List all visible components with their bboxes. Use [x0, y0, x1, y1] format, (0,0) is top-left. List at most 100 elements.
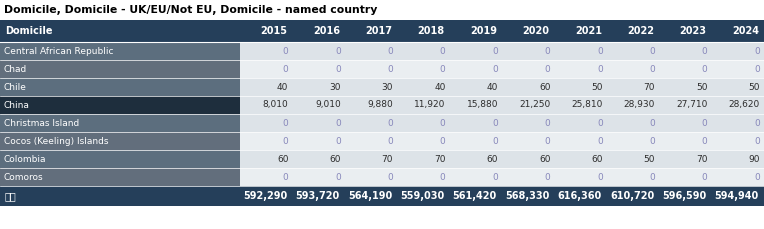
Bar — [449, 186, 502, 206]
Bar — [397, 20, 449, 42]
Bar — [711, 114, 764, 132]
Bar — [449, 114, 502, 132]
Text: 0: 0 — [702, 46, 707, 55]
Bar — [397, 132, 449, 150]
Bar — [0, 60, 240, 78]
Text: 28,620: 28,620 — [729, 101, 760, 109]
Text: 8,010: 8,010 — [263, 101, 288, 109]
Text: 0: 0 — [597, 172, 603, 182]
Bar — [555, 20, 607, 42]
Text: 2020: 2020 — [523, 26, 549, 36]
Text: 60: 60 — [329, 155, 341, 164]
Bar — [502, 60, 555, 78]
Text: 2024: 2024 — [732, 26, 759, 36]
Text: 0: 0 — [492, 136, 498, 145]
Text: Comoros: Comoros — [4, 172, 44, 182]
Text: 70: 70 — [382, 155, 393, 164]
Bar — [502, 186, 555, 206]
Bar — [502, 96, 555, 114]
Bar — [397, 78, 449, 96]
Text: 616,360: 616,360 — [558, 191, 602, 201]
Bar — [397, 42, 449, 60]
Bar — [555, 150, 607, 168]
Bar — [502, 20, 555, 42]
Bar — [555, 168, 607, 186]
Text: 70: 70 — [696, 155, 707, 164]
Text: Chad: Chad — [4, 65, 28, 74]
Text: 0: 0 — [335, 65, 341, 74]
Bar — [659, 96, 711, 114]
Bar — [502, 168, 555, 186]
Text: 0: 0 — [649, 46, 656, 55]
Bar — [607, 114, 659, 132]
Bar — [240, 114, 293, 132]
Text: 0: 0 — [754, 136, 760, 145]
Text: 2015: 2015 — [261, 26, 287, 36]
Text: 0: 0 — [387, 65, 393, 74]
Bar — [0, 114, 240, 132]
Bar — [345, 42, 397, 60]
Bar — [345, 132, 397, 150]
Bar — [555, 114, 607, 132]
Bar — [0, 186, 240, 206]
Text: 0: 0 — [492, 118, 498, 128]
Text: 610,720: 610,720 — [610, 191, 654, 201]
Text: 11,920: 11,920 — [414, 101, 445, 109]
Bar — [555, 78, 607, 96]
Bar — [240, 132, 293, 150]
Bar — [659, 42, 711, 60]
Bar — [555, 186, 607, 206]
Bar — [502, 114, 555, 132]
Text: 9,880: 9,880 — [367, 101, 393, 109]
Bar — [240, 96, 293, 114]
Bar — [711, 186, 764, 206]
Bar — [293, 186, 345, 206]
Bar — [0, 150, 240, 168]
Bar — [240, 60, 293, 78]
Text: 2022: 2022 — [627, 26, 654, 36]
Text: 0: 0 — [283, 118, 288, 128]
Text: 0: 0 — [335, 136, 341, 145]
Bar — [449, 150, 502, 168]
Text: 25,810: 25,810 — [571, 101, 603, 109]
Text: 0: 0 — [545, 136, 550, 145]
Text: 0: 0 — [702, 136, 707, 145]
Text: 0: 0 — [440, 65, 445, 74]
Bar — [240, 186, 293, 206]
Text: 2023: 2023 — [680, 26, 707, 36]
Bar — [293, 132, 345, 150]
Bar — [293, 20, 345, 42]
Text: 0: 0 — [597, 118, 603, 128]
Text: 0: 0 — [283, 65, 288, 74]
Text: 0: 0 — [702, 118, 707, 128]
Bar — [555, 132, 607, 150]
Bar — [0, 96, 240, 114]
Text: 50: 50 — [591, 82, 603, 92]
Bar — [345, 186, 397, 206]
Bar — [711, 132, 764, 150]
Bar — [240, 168, 293, 186]
Bar — [449, 20, 502, 42]
Bar — [0, 42, 240, 60]
Text: 50: 50 — [644, 155, 656, 164]
Text: 2021: 2021 — [575, 26, 602, 36]
Text: 90: 90 — [749, 155, 760, 164]
Bar — [502, 132, 555, 150]
Bar — [659, 114, 711, 132]
Bar — [555, 42, 607, 60]
Text: China: China — [4, 101, 30, 109]
Bar — [0, 168, 240, 186]
Text: 0: 0 — [649, 136, 656, 145]
Bar — [449, 60, 502, 78]
Text: 0: 0 — [492, 65, 498, 74]
Text: 0: 0 — [545, 46, 550, 55]
Text: 568,330: 568,330 — [505, 191, 549, 201]
Text: Central African Republic: Central African Republic — [4, 46, 114, 55]
Text: 0: 0 — [597, 136, 603, 145]
Bar — [711, 96, 764, 114]
Bar — [293, 78, 345, 96]
Text: 0: 0 — [702, 65, 707, 74]
Text: 593,720: 593,720 — [296, 191, 340, 201]
Bar — [449, 168, 502, 186]
Text: 0: 0 — [283, 136, 288, 145]
